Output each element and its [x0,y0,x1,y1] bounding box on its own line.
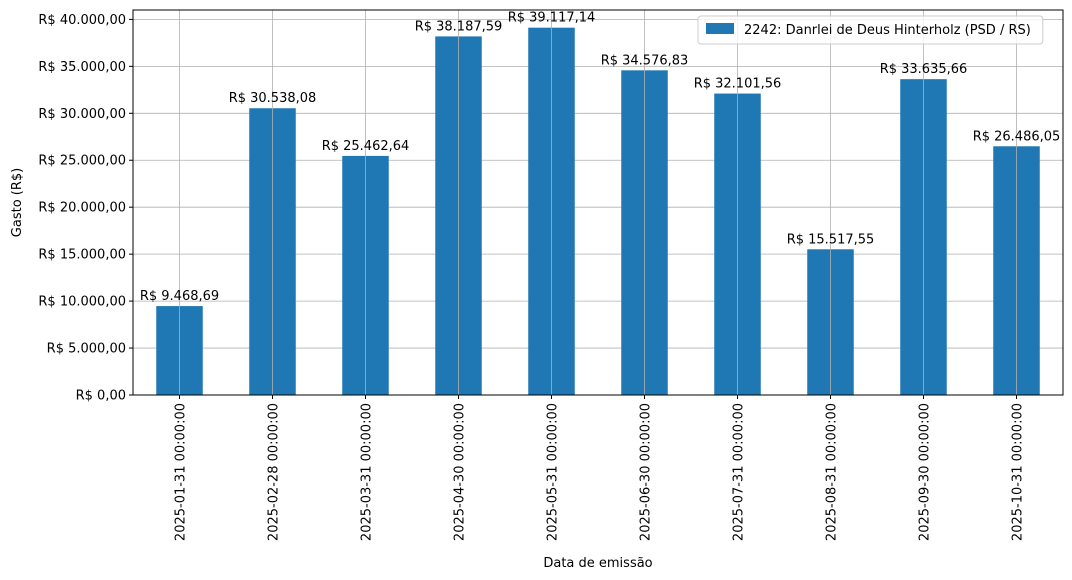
y-tick-label: R$ 20.000,00 [38,201,126,216]
x-tick-label: 2025-04-30 00:00:00 [453,403,468,541]
bars [156,10,1040,396]
y-tick-label: R$ 30.000,00 [38,107,126,122]
y-tick-label: R$ 35.000,00 [38,60,126,75]
x-tick-label: 2025-08-31 00:00:00 [825,403,840,541]
x-tick-label: 2025-07-31 00:00:00 [732,403,747,541]
bar-value-label: R$ 33.635,66 [880,62,968,77]
y-tick-label: R$ 5.000,00 [47,342,126,357]
x-tick-label: 2025-05-31 00:00:00 [546,403,561,541]
bar-value-label: R$ 34.576,83 [601,53,689,68]
x-tick-label: 2025-03-31 00:00:00 [360,403,375,541]
bar-value-label: R$ 32.101,56 [694,77,782,92]
bar-value-label: R$ 38.187,59 [415,19,503,34]
bar-value-label: R$ 26.486,05 [973,129,1061,144]
x-axis-ticks: 2025-01-31 00:00:00 2025-02-28 00:00:00 20… [174,395,1026,541]
legend-entry: 2242: Danrlei de Deus Hinterholz (PSD / … [744,23,1031,38]
y-tick-label: R$ 15.000,00 [38,248,126,263]
legend: 2242: Danrlei de Deus Hinterholz (PSD / … [697,15,1044,45]
y-tick-label: R$ 25.000,00 [38,154,126,169]
bar-value-label: R$ 30.538,08 [229,91,317,106]
bar-value-label: R$ 15.517,55 [787,232,875,247]
plot-frame [132,9,1064,396]
x-tick-label: 2025-01-31 00:00:00 [174,403,189,541]
y-tick-label: R$ 10.000,00 [38,295,126,310]
x-tick-label: 2025-10-31 00:00:00 [1011,403,1026,541]
data-labels: R$ 9.468,69 R$ 30.538,08 R$ 25.462,64 R$ 38… [140,11,1060,304]
x-tick-label: 2025-06-30 00:00:00 [639,403,654,541]
bar-value-label: R$ 39.117,14 [508,11,596,26]
y-tick-label: R$ 40.000,00 [38,13,126,28]
x-tick-label: 2025-09-30 00:00:00 [918,403,933,541]
bar-value-label: R$ 25.462,64 [322,139,410,154]
legend-box [697,15,1044,45]
bar-value-label: R$ 9.468,69 [140,289,219,304]
x-tick-label: 2025-02-28 00:00:00 [267,403,282,541]
legend-swatch [706,23,734,34]
y-axis-ticks: R$ 0,00 R$ 5.000,00 R$ 10.000,00 R$ 15.000,… [38,13,133,404]
y-tick-label: R$ 0,00 [76,389,126,404]
y-axis-title: Gasto (R$) [10,168,25,237]
x-axis-title: Data de emissão [543,556,652,571]
